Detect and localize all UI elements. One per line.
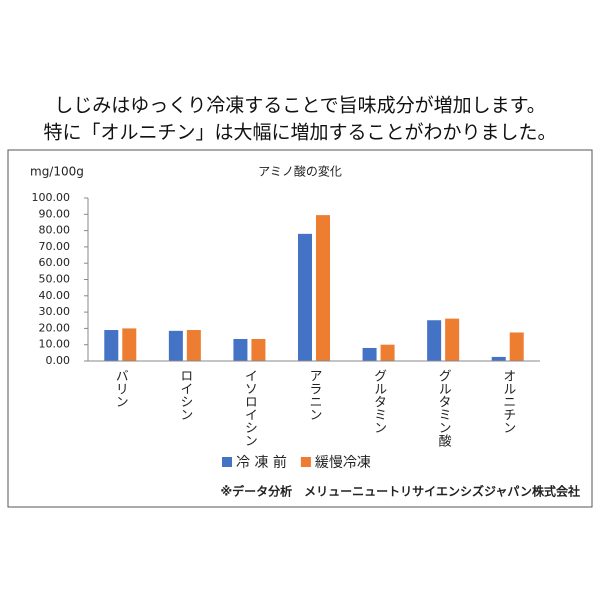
headline: 特に「オルニチン」は大幅に増加することがわかりました。	[43, 122, 556, 144]
x-tick-label: バリン	[113, 369, 128, 408]
y-tick-label: 50.00	[39, 273, 71, 286]
x-tick-label: ロイシン	[177, 369, 192, 421]
headline: しじみはゆっくり冷凍することで旨味成分が増加します。	[54, 95, 546, 117]
y-tick-label: 10.00	[39, 338, 71, 351]
bar	[362, 347, 377, 361]
x-tick-label: グルタミン	[371, 369, 387, 434]
legend-label: 冷 凍 前	[236, 454, 287, 471]
x-tick-label: アラニン	[307, 369, 322, 421]
y-tick-label: 20.00	[39, 321, 71, 334]
bar	[427, 320, 442, 361]
bar	[491, 356, 506, 361]
bar	[104, 330, 119, 361]
bar	[509, 332, 524, 361]
legend-label: 緩慢冷凍	[315, 454, 371, 471]
y-tick-label: 70.00	[39, 240, 71, 253]
bar	[298, 233, 312, 361]
y-axis-label: mg/100g	[30, 165, 84, 179]
x-tick-label: グルタミン酸	[436, 369, 452, 447]
bar	[122, 328, 137, 361]
bar	[168, 330, 183, 361]
y-tick-label: 100.00	[32, 191, 71, 204]
bar	[316, 215, 330, 361]
y-tick-label: 30.00	[39, 305, 71, 318]
legend-swatch	[300, 457, 311, 467]
x-tick-label: オルニチン	[500, 369, 515, 434]
y-tick-label: 80.00	[39, 224, 71, 237]
y-tick-label: 0.00	[46, 354, 71, 367]
y-tick-label: 90.00	[39, 207, 71, 220]
chart-title: アミノ酸の変化	[258, 164, 342, 179]
bar	[186, 330, 201, 361]
legend-swatch	[222, 457, 232, 467]
bar	[233, 338, 248, 361]
bar	[445, 318, 460, 361]
bar	[380, 344, 395, 361]
source-note: ※データ分析 メリューニュートリサイエンシズジャパン株式会社	[220, 484, 580, 499]
y-tick-label: 60.00	[39, 256, 71, 269]
bar	[251, 338, 266, 361]
x-tick-label: イソロイシン	[242, 369, 257, 447]
y-tick-label: 40.00	[39, 289, 71, 302]
